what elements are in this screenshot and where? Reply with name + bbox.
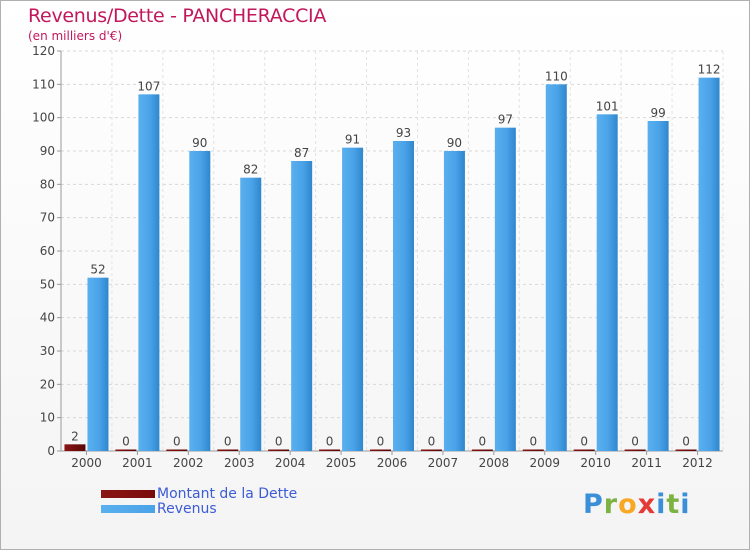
bar-dette [522,449,544,451]
data-label-dette: 2 [71,429,79,443]
y-tick-label: 70 [40,211,55,225]
logo-letter: o [618,489,638,520]
bar-revenus [596,114,618,451]
x-tick-label: 2008 [479,456,510,470]
y-tick-label: 90 [40,144,55,158]
data-label-dette: 0 [326,435,334,449]
logo-letter: i [680,489,691,520]
chart-title: Revenus/Dette - PANCHERACCIA [28,5,327,27]
proxiti-logo: Proxiti [583,489,691,520]
bar-dette [420,449,442,451]
data-label-revenus: 99 [650,106,665,120]
x-tick-label: 2004 [275,456,306,470]
legend-swatch-dette [101,490,155,498]
data-label-dette: 0 [428,435,436,449]
y-tick-label: 0 [47,444,55,458]
y-tick-label: 30 [40,344,55,358]
data-label-revenus: 107 [137,79,160,93]
bar-revenus [138,94,160,451]
y-tick-label: 50 [40,277,55,291]
logo-letter: i [656,489,667,520]
bar-dette [624,449,646,451]
bar-revenus [87,277,109,451]
x-tick-label: 2010 [580,456,611,470]
data-label-dette: 0 [173,435,181,449]
legend-label-dette: Montant de la Dette [157,486,298,502]
y-tick-label: 100 [32,111,55,125]
y-tick-label: 120 [32,44,55,58]
logo-letter: t [666,489,681,520]
y-tick-label: 10 [40,411,55,425]
data-label-dette: 0 [377,435,385,449]
data-label-revenus: 90 [447,136,462,150]
bar-dette [115,449,137,451]
x-tick-label: 2000 [71,456,102,470]
legend-label-revenus: Revenus [157,501,217,517]
bar-dette [370,449,391,451]
data-label-revenus: 52 [90,263,105,277]
bar-dette [675,449,697,451]
data-label-dette: 0 [224,435,232,449]
legend-swatch-revenus [101,505,155,513]
bar-revenus [443,151,465,451]
x-tick-label: 2011 [631,456,662,470]
data-label-revenus: 93 [396,126,411,140]
bar-revenus [647,121,669,451]
data-label-revenus: 112 [698,63,721,77]
bar-revenus [494,127,516,452]
bar-revenus [698,77,720,452]
bar-dette [217,449,239,451]
bar-revenus [545,84,567,451]
x-tick-label: 2007 [428,456,459,470]
bar-dette [268,449,290,451]
bar-dette [166,449,188,451]
x-tick-label: 2006 [377,456,408,470]
y-tick-label: 110 [32,77,55,91]
bar-revenus [240,177,262,451]
data-label-dette: 0 [479,435,487,449]
y-tick-label: 80 [40,177,55,191]
bar-dette [573,449,595,451]
logo-letter: P [583,489,604,520]
x-tick-label: 2012 [682,456,713,470]
x-tick-label: 2001 [122,456,153,470]
bar-dette [471,449,493,451]
x-tick-label: 2002 [173,456,204,470]
data-label-dette: 0 [580,435,588,449]
bar-revenus [393,141,414,451]
bar-revenus [189,151,211,451]
data-label-revenus: 90 [192,136,207,150]
bar-dette [319,449,341,451]
data-label-revenus: 82 [243,163,258,177]
bar-revenus [291,161,313,451]
data-label-dette: 0 [275,435,283,449]
logo-letter: r [603,489,619,520]
y-tick-label: 20 [40,377,55,391]
data-label-revenus: 87 [294,146,309,160]
chart-subtitle: (en milliers d'€) [28,29,123,43]
data-label-dette: 0 [682,435,690,449]
data-label-dette: 0 [529,435,537,449]
bar-revenus [342,147,364,451]
x-tick-label: 2009 [529,456,560,470]
data-label-revenus: 101 [596,99,619,113]
bar-dette [64,444,86,451]
data-label-dette: 0 [122,435,130,449]
y-tick-label: 60 [40,244,55,258]
data-label-dette: 0 [631,435,639,449]
data-label-revenus: 110 [545,69,568,83]
y-tick-label: 40 [40,311,55,325]
logo-letter: x [637,489,657,520]
data-label-revenus: 91 [345,133,360,147]
x-tick-label: 2005 [326,456,357,470]
data-label-revenus: 97 [498,113,513,127]
x-tick-label: 2003 [224,456,255,470]
